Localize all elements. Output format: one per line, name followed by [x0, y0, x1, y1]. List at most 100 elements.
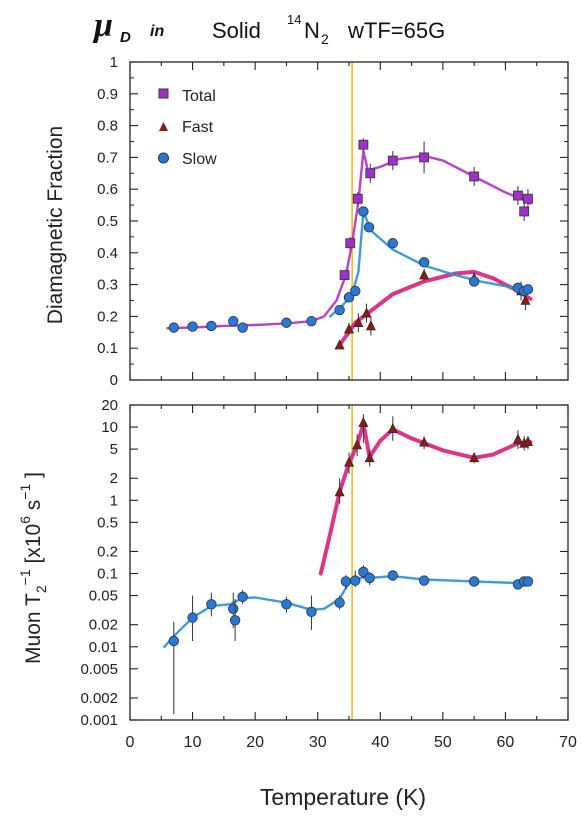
- bottom-curve-slow: [163, 575, 532, 648]
- top-ytick-label: 0.8: [97, 118, 118, 135]
- bottom-xtick-label: 30: [309, 734, 327, 751]
- bottom-ylabel-main: Muon T: [22, 593, 45, 664]
- top-point-total: [519, 206, 530, 217]
- top-ytick-label: 0.4: [97, 245, 118, 262]
- bottom-y-axis-title: Muon T2−1 [x106 s−1 ]: [17, 472, 49, 664]
- top-point-slow: [306, 315, 317, 327]
- top-point-slow: [281, 317, 292, 328]
- bottom-ytick-label: 1: [110, 492, 118, 509]
- title-molecule: N: [304, 18, 320, 43]
- bottom-ylabel-close: ]: [22, 472, 45, 478]
- bottom-ytick-label: 5: [110, 441, 118, 458]
- bottom-point-slow: [228, 603, 239, 614]
- bottom-point-slow: [206, 599, 217, 610]
- top-point-slow: [358, 206, 369, 217]
- bottom-ylabel-unit: s: [22, 500, 45, 511]
- bottom-point-slow: [418, 575, 430, 586]
- legend-slow-marker: [158, 152, 169, 164]
- bottom-ylabel-bracket: [x10: [22, 524, 45, 564]
- top-curve-slow: [329, 210, 532, 318]
- bottom-point-fast: [358, 416, 369, 427]
- bottom-point-fast: [512, 433, 523, 444]
- bottom-point-slow: [281, 599, 292, 610]
- bottom-point-slow: [522, 576, 534, 587]
- title-field: wTF=65G: [347, 18, 445, 43]
- bottom-ytick-label: 0.5: [97, 514, 118, 531]
- bottom-ylabel-sup3: −1: [17, 484, 33, 500]
- top-point-slow: [228, 315, 239, 327]
- bottom-ytick-label: 0.02: [89, 617, 118, 634]
- top-point-total: [339, 270, 350, 280]
- bottom-point-fast: [364, 452, 375, 463]
- title-isotope: 14: [287, 12, 301, 27]
- bottom-ytick-label: 0.1: [97, 566, 118, 583]
- top-point-total: [358, 139, 369, 150]
- top-curve-fast: [337, 269, 533, 347]
- top-point-fast: [361, 307, 372, 318]
- top-point-slow: [350, 285, 361, 297]
- bottom-ytick-label: 0.001: [80, 712, 118, 729]
- top-ytick-label: 0.1: [97, 340, 118, 357]
- bottom-xtick-label: 40: [371, 734, 389, 751]
- bottom-point-slow: [229, 615, 241, 626]
- bottom-point-slow: [237, 591, 248, 603]
- bottom-point-fast: [522, 436, 533, 447]
- top-point-slow: [522, 284, 534, 295]
- top-point-slow: [206, 320, 217, 332]
- top-point-total: [469, 171, 480, 182]
- bottom-point-slow: [306, 606, 317, 618]
- top-point-total: [523, 193, 533, 204]
- bottom-ytick-label: 0.002: [80, 690, 118, 707]
- top-point-fast: [419, 269, 430, 280]
- top-point-fast: [520, 294, 531, 305]
- legend-total-marker: [158, 88, 169, 99]
- bottom-curve-fast: [318, 422, 533, 576]
- legend: Total Fast Slow: [158, 88, 217, 168]
- bottom-point-fast: [419, 436, 430, 447]
- legend-slow-label: Slow: [182, 151, 217, 168]
- top-ytick-label: 1: [110, 54, 118, 71]
- top-point-fast: [334, 339, 345, 350]
- bottom-ytick-label: 2: [110, 470, 118, 487]
- top-point-fast: [353, 317, 364, 328]
- top-point-total: [345, 238, 356, 249]
- bottom-point-fast: [334, 486, 345, 497]
- top-point-slow: [363, 222, 375, 233]
- legend-fast-marker: [159, 122, 168, 131]
- top-point-slow: [343, 292, 355, 303]
- top-point-slow: [237, 322, 248, 333]
- bottom-point-fast: [344, 456, 354, 467]
- bottom-point-fast: [387, 423, 398, 433]
- bottom-xtick-label: 50: [434, 734, 452, 751]
- bottom-ytick-label: 10: [101, 419, 118, 436]
- top-ytick-label: 0.9: [97, 86, 118, 103]
- top-y-axis-title: Diamagnetic Fraction: [44, 126, 67, 324]
- bottom-point-slow: [387, 570, 399, 581]
- bottom-ytick-label: 0.01: [89, 639, 118, 656]
- x-axis-title: Temperature (K): [260, 784, 426, 810]
- bottom-xtick-label: 70: [559, 734, 577, 751]
- figure-title: μ D in Solid 14 N 2 wTF=65G: [92, 7, 445, 47]
- bottom-point-slow: [350, 575, 361, 586]
- top-point-fast: [344, 323, 354, 334]
- top-ytick-label: 0.2: [97, 308, 118, 325]
- title-mu-sub: D: [120, 29, 131, 46]
- legend-total-label: Total: [182, 88, 216, 105]
- bottom-xtick-label: 20: [246, 734, 264, 751]
- legend-fast-label: Fast: [182, 119, 214, 136]
- top-point-total: [513, 190, 523, 201]
- top-ytick-label: 0.7: [97, 149, 118, 166]
- top-point-slow: [334, 304, 345, 316]
- top-ytick-label: 0.3: [97, 277, 118, 294]
- top-point-slow: [168, 322, 180, 333]
- bottom-xtick-label: 0: [126, 734, 135, 751]
- panel-muon-relaxation: 0.001 0.002 0.005 0.01 0.02 0.05 0.1 0.2 0.5 1 2 5 1…: [80, 397, 577, 751]
- top-point-slow: [418, 257, 430, 268]
- bottom-point-slow: [340, 576, 352, 587]
- bottom-xtick-label: 60: [497, 734, 515, 751]
- bottom-ytick-label: 0.005: [80, 661, 118, 678]
- bottom-xtick-label: 10: [184, 734, 202, 751]
- panel-diamagnetic-fraction: 0 0.1 0.2 0.3 0.4 0.5 0.6 0.7 0.8 0.9 1: [97, 54, 569, 389]
- top-ytick-label: 0: [110, 372, 118, 389]
- title-mu: μ: [92, 7, 113, 44]
